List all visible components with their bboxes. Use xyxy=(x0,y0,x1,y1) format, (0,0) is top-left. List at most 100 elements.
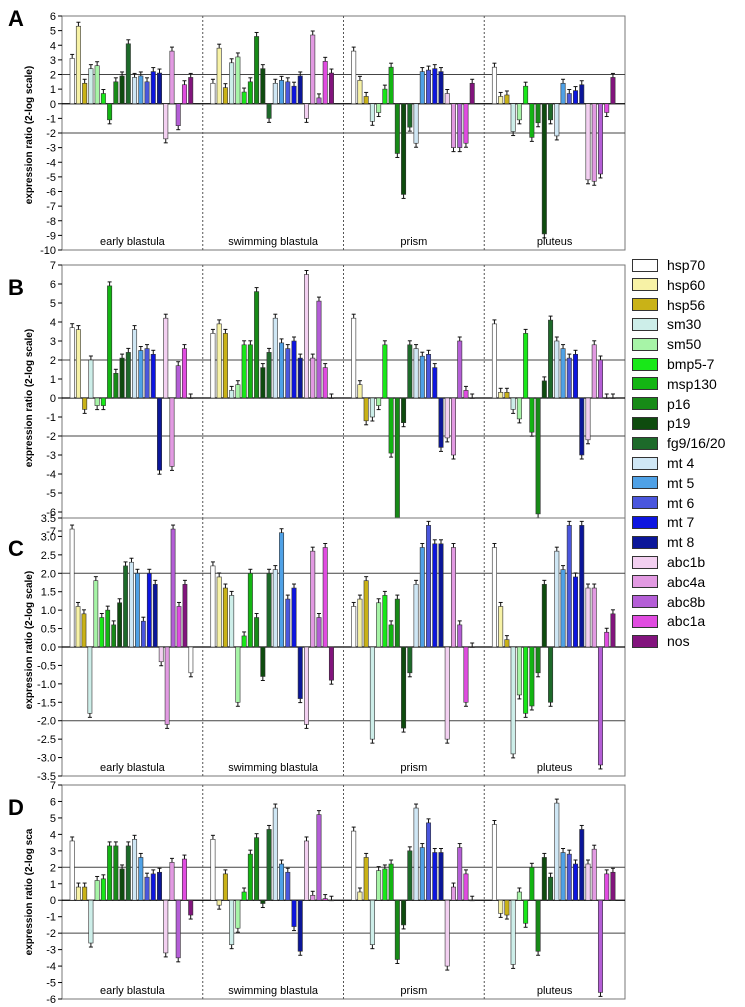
y-tick-label: 4 xyxy=(50,40,56,52)
bar-bmp5-7 xyxy=(100,93,106,105)
bar-mt-8 xyxy=(438,543,444,648)
category-label: pluteus xyxy=(537,236,573,248)
bar-mt-5 xyxy=(279,80,285,105)
bar-abc4a xyxy=(169,397,175,467)
bar-hsp60 xyxy=(216,323,222,399)
bar-msp130 xyxy=(107,103,113,121)
y-tick-label: 4 xyxy=(50,829,56,841)
bar-abc8b xyxy=(597,359,603,399)
bar-mt-8 xyxy=(297,899,303,952)
bar-mt-4 xyxy=(132,77,138,105)
y-tick-label: -5 xyxy=(46,488,56,500)
bar-bmp5-7 xyxy=(382,868,388,901)
bar-sm50 xyxy=(376,602,382,648)
bar-hsp60 xyxy=(498,606,504,648)
bar-p16 xyxy=(111,624,117,648)
bar-abc1b xyxy=(304,646,309,725)
bar-mt-4 xyxy=(272,807,278,901)
y-tick-label: 7 xyxy=(50,780,56,792)
y-tick-label: 2.0 xyxy=(41,568,56,580)
bar-sm50 xyxy=(235,646,241,703)
legend-label: abc1b xyxy=(667,554,706,570)
bar-mt-7 xyxy=(573,576,579,648)
y-tick-label: -3 xyxy=(46,143,56,155)
bar-mt-4 xyxy=(554,103,560,137)
y-axis-label: expression ratio (2-log scale) xyxy=(24,66,35,204)
bar-nos xyxy=(610,613,616,648)
category-label: early blastula xyxy=(100,236,166,248)
bar-fg9-16-20 xyxy=(125,352,131,399)
bar-mt-6 xyxy=(566,853,572,901)
bar-hsp70 xyxy=(210,82,216,105)
bar-mt-6 xyxy=(566,525,572,648)
legend-item: mt 7 xyxy=(632,513,694,531)
bar-p19 xyxy=(541,857,547,901)
bar-msp130 xyxy=(388,66,394,105)
bar-mt-7 xyxy=(573,353,579,399)
bar-mt-8 xyxy=(297,75,303,105)
y-tick-label: 1 xyxy=(50,84,56,96)
y-tick-label: -1 xyxy=(46,113,56,125)
bar-sm30 xyxy=(369,646,375,740)
bar-sm30 xyxy=(510,899,516,965)
bar-p16 xyxy=(394,598,400,648)
bar-fg9-16-20 xyxy=(407,103,413,128)
bar-fg9-16-20 xyxy=(407,850,413,901)
bar-mt-8 xyxy=(438,852,444,901)
bar-hsp56 xyxy=(82,886,88,901)
category-label: early blastula xyxy=(100,985,166,997)
bar-abc1b xyxy=(444,646,450,740)
bar-mt-7 xyxy=(150,71,156,105)
bar-p19 xyxy=(401,103,407,195)
bar-sm50 xyxy=(94,397,100,406)
bar-sm50 xyxy=(516,891,522,901)
bar-p19 xyxy=(541,380,547,399)
bar-p19 xyxy=(260,899,266,904)
bar-hsp60 xyxy=(75,886,81,901)
bar-mt-5 xyxy=(279,532,285,648)
y-tick-label: -6 xyxy=(46,507,56,519)
bar-abc4a xyxy=(310,357,316,399)
y-tick-label: -5 xyxy=(46,978,56,990)
legend-swatch xyxy=(632,397,658,411)
bar-mt-7 xyxy=(573,90,579,105)
bar-mt-6 xyxy=(426,69,432,105)
bar-mt-6 xyxy=(285,348,291,399)
bar-sm30 xyxy=(229,390,235,399)
legend-label: mt 6 xyxy=(667,494,695,511)
y-tick-label: -4 xyxy=(46,961,56,973)
legend-label: bmp5-7 xyxy=(667,356,715,372)
panel-letter: A xyxy=(8,6,24,31)
bar-bmp5-7 xyxy=(100,397,106,406)
bar-mt-4 xyxy=(272,82,278,105)
legend-item: fg9/16/20 xyxy=(632,434,725,452)
legend-swatch xyxy=(632,436,658,450)
bar-mt-5 xyxy=(138,857,144,901)
y-tick-label: -1.5 xyxy=(37,697,56,709)
bar-fg9-16-20 xyxy=(407,646,413,674)
bar-hsp70 xyxy=(351,50,357,105)
bar-nos xyxy=(182,584,188,648)
y-tick-label: 1 xyxy=(50,374,56,386)
bar-p16 xyxy=(113,372,119,399)
legend-swatch xyxy=(632,555,658,569)
y-tick-label: -6 xyxy=(46,187,56,199)
y-tick-label: -1 xyxy=(46,912,56,924)
bar-bmp5-7 xyxy=(523,85,529,105)
bar-fg9-16-20 xyxy=(123,565,128,648)
bar-mt-6 xyxy=(566,357,572,399)
bar-sm30 xyxy=(229,595,235,648)
y-tick-label: 4 xyxy=(50,317,56,329)
bar-abc4a xyxy=(591,587,597,648)
y-tick-label: 0 xyxy=(50,99,56,111)
bar-hsp70 xyxy=(491,824,497,901)
bar-p16 xyxy=(394,899,400,960)
bar-msp130 xyxy=(529,103,535,138)
bar-mt-7 xyxy=(573,863,579,901)
legend-item: p19 xyxy=(632,414,690,432)
bar-abc1b xyxy=(444,397,450,439)
bar-p19 xyxy=(401,899,407,926)
legend-label: mt 4 xyxy=(667,455,695,471)
